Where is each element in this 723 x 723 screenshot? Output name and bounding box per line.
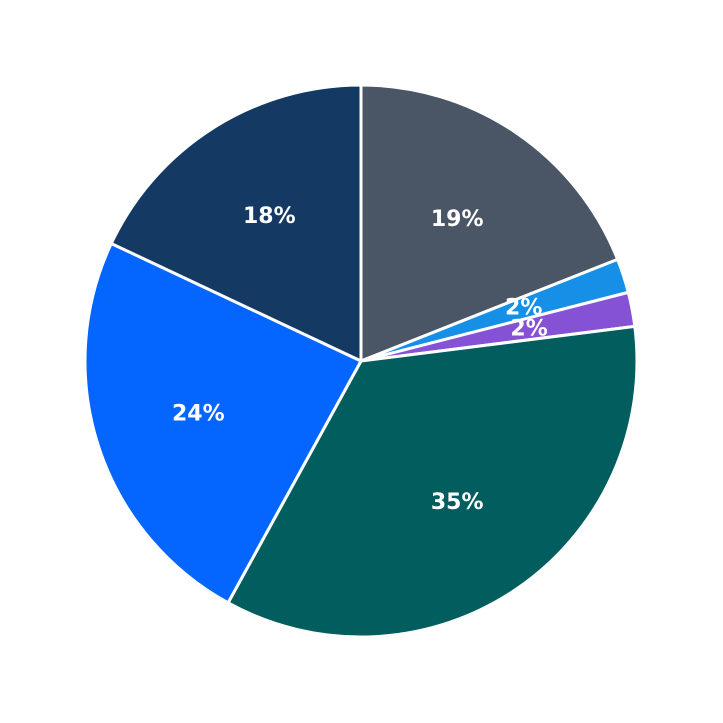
pie-slice-4 (226, 324, 639, 639)
slice-label-4: 35% (431, 490, 484, 515)
pie-slice-5 (83, 241, 363, 605)
slice-label-3: 2% (510, 316, 547, 341)
slice-label-5: 24% (172, 401, 225, 426)
slice-label-6: 18% (243, 204, 296, 229)
slices-layer (83, 83, 639, 639)
labels-layer: 19% 2%2% 35% 24% 18% (172, 204, 548, 515)
pie-slice-6 (109, 83, 363, 363)
slice-label-1: 19% (431, 207, 484, 232)
slice-label-2: 2% (505, 296, 542, 321)
pie-slice-1 (359, 83, 620, 363)
